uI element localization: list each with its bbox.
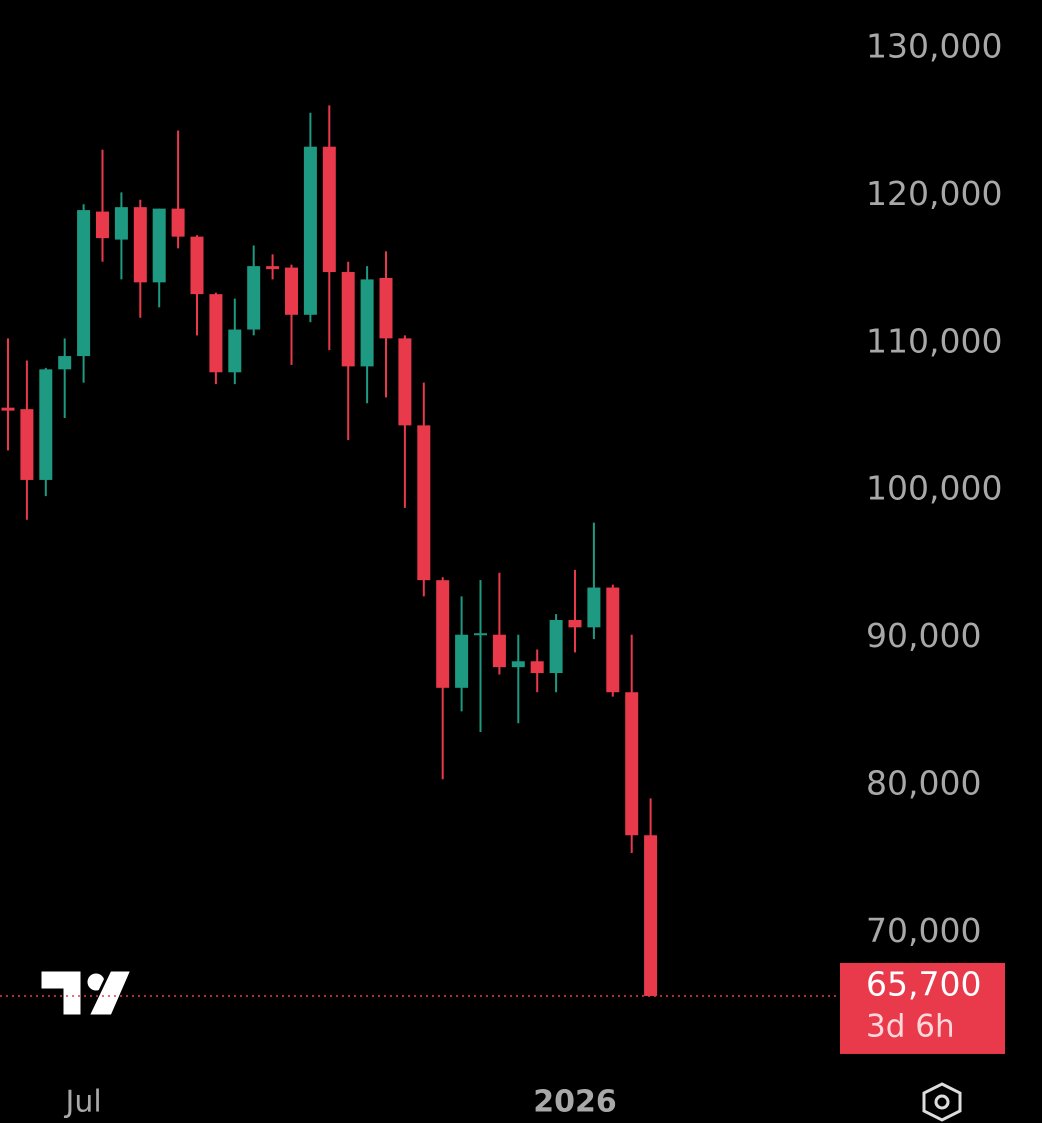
candle-body: [379, 277, 393, 339]
candle-body: [625, 692, 639, 836]
price-badge: [840, 962, 1005, 1054]
x-tick-label: 2026: [533, 1085, 617, 1120]
x-tick-label: Jul: [63, 1085, 101, 1120]
candle-body: [568, 619, 582, 628]
price-label: 65,700: [866, 964, 981, 1003]
candle-body: [303, 146, 317, 315]
candle-body: [322, 146, 336, 273]
candle-body: [247, 266, 261, 330]
candle-body: [360, 279, 374, 367]
y-tick-label: 90,000: [866, 616, 981, 655]
candle-body: [1, 407, 15, 411]
candle-body: [96, 211, 109, 239]
candle-body: [266, 266, 280, 270]
y-tick-label: 110,000: [866, 321, 1002, 360]
candle-body: [549, 619, 563, 674]
candle-body: [474, 633, 487, 636]
y-tick-label: 120,000: [866, 174, 1002, 213]
candle-body: [190, 236, 204, 295]
logo: [38, 968, 135, 1018]
candle-body: [285, 267, 298, 315]
candle-body: [417, 425, 431, 581]
candle-body: [587, 587, 601, 628]
y-tick-label: 70,000: [866, 911, 981, 950]
candle-body: [152, 208, 166, 283]
countdown: 3d 6h: [866, 1008, 955, 1044]
settings-icon[interactable]: [922, 1082, 962, 1122]
candle-body: [530, 661, 544, 674]
candle-body: [209, 294, 223, 373]
candle-body: [492, 634, 506, 668]
candle-body: [39, 369, 53, 480]
candle-body: [341, 272, 355, 367]
candle-body: [228, 329, 242, 373]
candle-body: [114, 207, 128, 240]
candle-body: [398, 338, 412, 426]
candle-body: [455, 634, 469, 688]
y-tick-label: 100,000: [866, 469, 1002, 508]
candle-body: [133, 207, 147, 283]
candle-body: [511, 661, 525, 668]
y-tick-label: 80,000: [866, 764, 981, 803]
candle-body: [171, 208, 185, 237]
candle-body: [606, 587, 620, 693]
y-tick-label: 130,000: [866, 26, 1002, 65]
candle-body: [436, 580, 450, 688]
candle-body: [644, 835, 658, 996]
candle-body: [58, 356, 72, 370]
candle-body: [20, 409, 34, 480]
candle-body: [77, 210, 91, 357]
